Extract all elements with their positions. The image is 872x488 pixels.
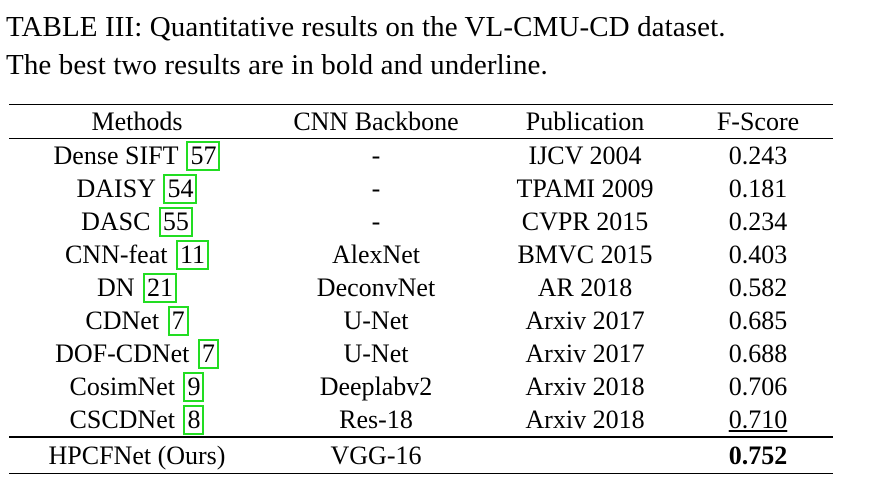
fscore-cell: 0.685 [728,306,788,335]
publication-cell: BMVC 2015 [517,240,653,269]
publication-cell [487,437,683,474]
method-cell: CosimNet 9 [9,370,265,403]
header-fscore: F-Score [716,107,800,136]
method-name: Dense SIFT [53,141,178,170]
backbone-cell: - [371,207,381,236]
header-publication: Publication [525,107,645,136]
method-name: DN [96,273,135,302]
publication-cell: TPAMI 2009 [516,174,654,203]
citation-link[interactable]: 9 [183,372,205,402]
fscore-cell-second-best: 0.710 [728,405,788,434]
backbone-cell: Deeplabv2 [319,372,433,401]
table-row: DAISY 54 - TPAMI 2009 0.181 [9,172,833,205]
header-backbone: CNN Backbone [293,107,459,136]
fscore-cell: 0.243 [728,141,788,170]
table-row: DN 21 DeconvNet AR 2018 0.582 [9,271,833,304]
citation-link[interactable]: 7 [197,339,219,369]
method-name: CSCDNet [69,405,175,434]
backbone-cell: - [371,174,381,203]
publication-cell: Arxiv 2017 [525,306,645,335]
publication-cell: Arxiv 2017 [525,339,645,368]
citation-link[interactable]: 11 [175,240,210,270]
backbone-cell: VGG-16 [330,441,422,470]
fscore-cell: 0.582 [728,273,788,302]
backbone-cell: U-Net [343,306,409,335]
method-cell: CNN-feat 11 [9,238,265,271]
citation-link[interactable]: 54 [163,174,198,204]
publication-cell: IJCV 2004 [528,141,642,170]
citation-link[interactable]: 21 [143,273,178,303]
method-name: DAISY [76,174,155,203]
backbone-cell: AlexNet [331,240,421,269]
results-table-container: Methods CNN Backbone Publication F-Score… [9,104,833,474]
method-name: CNN-feat [64,240,168,269]
table-caption: TABLE III: Quantitative results on the V… [6,8,866,84]
backbone-cell: - [371,141,381,170]
method-cell: DN 21 [9,271,265,304]
table-row: CDNet 7 U-Net Arxiv 2017 0.685 [9,304,833,337]
table-row: CosimNet 9 Deeplabv2 Arxiv 2018 0.706 [9,370,833,403]
publication-cell: AR 2018 [537,273,633,302]
citation-link[interactable]: 55 [158,207,193,237]
method-cell: DASC 55 [9,205,265,238]
fscore-cell: 0.234 [728,207,788,236]
backbone-cell: U-Net [343,339,409,368]
fscore-cell: 0.181 [728,174,788,203]
method-cell: Dense SIFT 57 [9,139,265,173]
results-table: Methods CNN Backbone Publication F-Score… [9,104,833,474]
caption-line-2: The best two results are in bold and und… [6,49,548,81]
method-name: CDNet [85,306,160,335]
citation-link[interactable]: 7 [167,306,189,336]
method-name: CosimNet [69,372,175,401]
table-row: CNN-feat 11 AlexNet BMVC 2015 0.403 [9,238,833,271]
method-name: DOF-CDNet [55,339,190,368]
fscore-cell-best: 0.752 [728,441,788,470]
header-methods: Methods [91,107,183,136]
caption-line-1: TABLE III: Quantitative results on the V… [6,11,726,43]
publication-cell: Arxiv 2018 [525,405,645,434]
publication-cell: Arxiv 2018 [525,372,645,401]
method-cell: CDNet 7 [9,304,265,337]
method-cell: DOF-CDNet 7 [9,337,265,370]
method-name: DASC [81,207,151,236]
table-row-ours: HPCFNet (Ours) VGG-16 0.752 [9,437,833,474]
method-cell: HPCFNet (Ours) [48,441,226,470]
backbone-cell: DeconvNet [316,273,436,302]
fscore-cell: 0.688 [728,339,788,368]
citation-link[interactable]: 8 [183,405,205,435]
method-cell: CSCDNet 8 [9,403,265,437]
table-row: Dense SIFT 57 - IJCV 2004 0.243 [9,139,833,173]
table-row: CSCDNet 8 Res-18 Arxiv 2018 0.710 [9,403,833,437]
fscore-cell: 0.403 [728,240,788,269]
header-row: Methods CNN Backbone Publication F-Score [9,104,833,139]
table-row: DASC 55 - CVPR 2015 0.234 [9,205,833,238]
fscore-cell: 0.706 [728,372,788,401]
backbone-cell: Res-18 [339,405,413,434]
method-cell: DAISY 54 [9,172,265,205]
table-row: DOF-CDNet 7 U-Net Arxiv 2017 0.688 [9,337,833,370]
citation-link[interactable]: 57 [186,141,221,171]
publication-cell: CVPR 2015 [521,207,649,236]
